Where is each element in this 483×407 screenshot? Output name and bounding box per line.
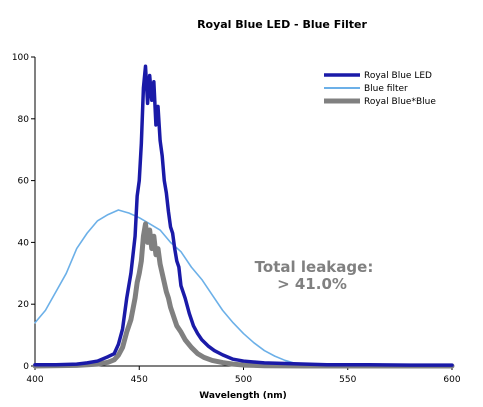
series-line-royal-blue-led — [33, 64, 454, 367]
x-tick-label: 600 — [443, 375, 460, 385]
legend-label-royal-blue-led: Royal Blue LED — [364, 71, 432, 81]
series-line-royal-blue-times-blue — [32, 221, 455, 369]
legend: Royal Blue LED Blue filter Royal Blue*Bl… — [324, 71, 436, 107]
y-tick-label: 0 — [23, 362, 29, 372]
y-tick-label: 80 — [18, 115, 30, 125]
y-tick-label: 60 — [18, 177, 30, 187]
legend-label-blue-filter: Blue filter — [364, 84, 408, 94]
annotation-total-leakage: Total leakage: — [255, 258, 374, 276]
x-tick-label: 400 — [26, 375, 43, 385]
y-tick-label: 100 — [12, 53, 29, 63]
legend-label-royal-blue-times-blue: Royal Blue*Blue — [364, 97, 436, 107]
x-tick-label: 450 — [131, 375, 148, 385]
plot-area: 400 450 500 550 600 0 20 40 60 80 100 — [12, 53, 461, 385]
annotation-leakage-value: > 41.0% — [277, 275, 347, 293]
series-line-blue-filter — [34, 209, 453, 367]
y-tick-label: 20 — [18, 300, 30, 310]
x-tick-label: 500 — [235, 375, 252, 385]
x-axis-label: Wavelength (nm) — [199, 391, 287, 401]
y-tick-label: 40 — [18, 238, 30, 248]
chart-title: Royal Blue LED - Blue Filter — [197, 18, 367, 31]
x-tick-label: 550 — [339, 375, 356, 385]
